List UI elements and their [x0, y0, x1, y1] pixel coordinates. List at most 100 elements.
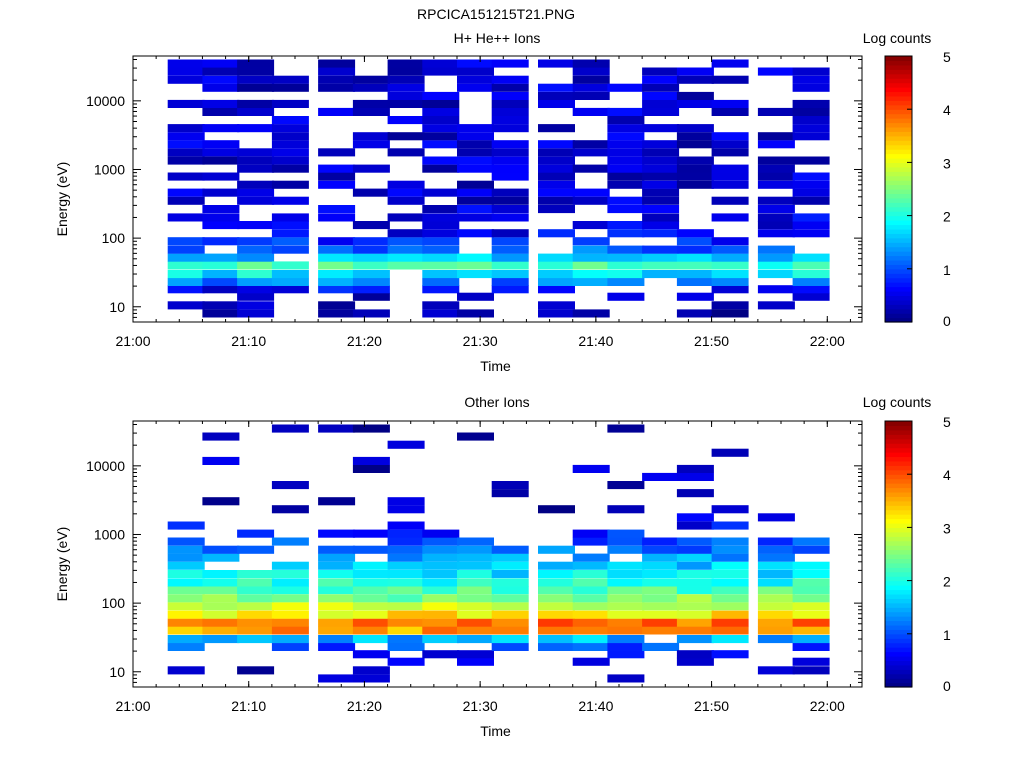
heatmap-cell — [271, 424, 309, 433]
heatmap-cell — [457, 83, 494, 92]
heatmap-cell — [676, 245, 714, 254]
heatmap-cell — [792, 261, 830, 270]
heatmap-cell — [538, 99, 575, 108]
heatmap-cell — [676, 180, 714, 189]
heatmap-cell — [642, 91, 680, 100]
colorbar-swatch — [885, 465, 912, 471]
heatmap-cell — [792, 188, 830, 197]
heatmap-cell — [711, 448, 749, 457]
colorbar-label: Log counts — [863, 30, 932, 46]
heatmap-cell — [607, 148, 645, 157]
heatmap-cell — [676, 124, 714, 133]
heatmap-cell — [271, 83, 309, 92]
heatmap-cell — [792, 618, 830, 627]
heatmap-cell — [572, 75, 610, 84]
heatmap-cell — [167, 245, 205, 254]
heatmap-cell — [491, 75, 529, 84]
heatmap-cell — [271, 481, 309, 490]
heatmap-cell — [607, 140, 645, 149]
heatmap-cell — [757, 618, 795, 627]
heatmap-cell — [237, 545, 275, 554]
x-tick-label: 21:40 — [578, 333, 613, 349]
colorbar-tick-label: 4 — [943, 467, 951, 483]
heatmap-cell — [491, 124, 529, 133]
heatmap-cell — [538, 618, 575, 627]
heatmap-cell — [167, 602, 205, 611]
colorbar-swatch — [885, 268, 912, 274]
heatmap-cell — [757, 570, 795, 579]
heatmap-cell — [457, 261, 494, 270]
heatmap-cell — [237, 221, 275, 230]
colorbar-swatch — [885, 228, 912, 234]
heatmap-cell — [352, 75, 390, 84]
heatmap-cell — [457, 610, 494, 619]
heatmap-cell — [422, 586, 460, 595]
heatmap-cell — [572, 586, 610, 595]
heatmap-cell — [572, 196, 610, 205]
heatmap-cell — [457, 164, 494, 173]
heatmap-cell — [538, 180, 575, 189]
heatmap-cell — [271, 196, 309, 205]
heatmap-cell — [491, 164, 529, 173]
heatmap-cell — [318, 626, 356, 635]
heatmap-cell — [422, 545, 460, 554]
heatmap-cell — [711, 301, 749, 310]
heatmap-cell — [352, 424, 390, 433]
x-tick-label: 21:20 — [347, 333, 382, 349]
colorbar-tick-label: 1 — [943, 627, 951, 643]
x-tick-label: 21:10 — [231, 333, 266, 349]
heatmap-cell — [271, 642, 309, 651]
colorbar-swatch — [885, 171, 912, 177]
colorbar-swatch — [885, 576, 912, 582]
colorbar-swatch — [885, 443, 912, 449]
heatmap-cell — [711, 602, 749, 611]
heatmap-cell — [237, 83, 275, 92]
colorbar-swatch — [885, 607, 912, 613]
heatmap-cell — [757, 221, 795, 230]
heatmap-cell — [237, 124, 275, 133]
heatmap-cell — [271, 626, 309, 635]
heatmap-cell — [607, 277, 645, 286]
heatmap-cell — [642, 578, 680, 587]
heatmap-cell — [572, 610, 610, 619]
colorbar-swatch — [885, 69, 912, 75]
heatmap-cell — [352, 561, 390, 570]
heatmap-cell — [422, 594, 460, 603]
heatmap-cell — [538, 642, 575, 651]
colorbar-swatch — [885, 438, 912, 444]
heatmap-cell — [538, 602, 575, 611]
colorbar-swatch — [885, 282, 912, 288]
heatmap-cell — [202, 156, 240, 165]
heatmap-cell — [237, 253, 275, 262]
heatmap-cell — [491, 610, 529, 619]
heatmap-cell — [711, 578, 749, 587]
heatmap-cell — [167, 578, 205, 587]
heatmap-cell — [202, 553, 240, 562]
heatmap-cell — [318, 635, 356, 644]
colorbar-swatch — [885, 73, 912, 79]
heatmap-cell — [676, 261, 714, 270]
colorbar: 0 1 2 3 4 5 — [884, 49, 951, 329]
heatmap-cell — [318, 180, 356, 189]
heatmap-cell — [792, 537, 830, 546]
heatmap-cell — [711, 570, 749, 579]
heatmap-cell — [387, 75, 425, 84]
heatmap-cell — [642, 180, 680, 189]
colorbar-swatch — [885, 421, 912, 427]
heatmap-cell — [642, 245, 680, 254]
heatmap-cell — [572, 570, 610, 579]
heatmap-cell — [271, 261, 309, 270]
heatmap-cell — [711, 309, 749, 318]
heatmap-cell — [792, 578, 830, 587]
colorbar-tick-label: 3 — [943, 520, 951, 536]
heatmap-cell — [422, 635, 460, 644]
heatmap-cell — [491, 59, 529, 68]
heatmap-cell — [711, 172, 749, 181]
heatmap-cell — [352, 107, 390, 116]
heatmap-cell — [491, 196, 529, 205]
heatmap-cell — [676, 650, 714, 659]
heatmap-cell — [422, 59, 460, 68]
heatmap-cell — [676, 586, 714, 595]
heatmap-cell — [422, 301, 460, 310]
